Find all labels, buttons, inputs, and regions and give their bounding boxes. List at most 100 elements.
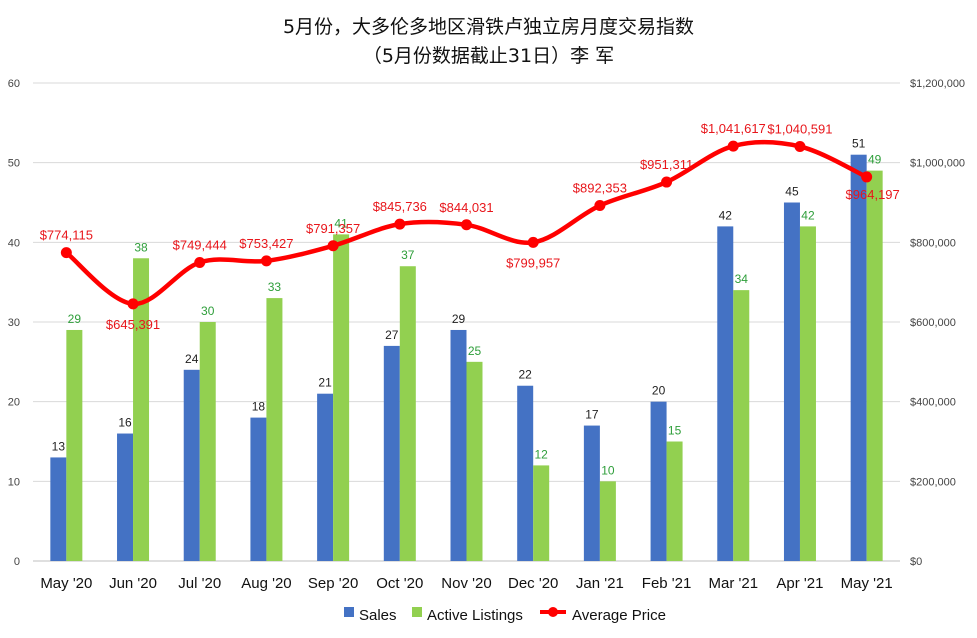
sales-bar <box>183 369 200 561</box>
x-axis-tick: May '20 <box>40 575 92 592</box>
sales-bar <box>717 226 734 561</box>
active-listings-data-label: 15 <box>668 424 682 438</box>
average-price-point <box>394 218 406 230</box>
legend-swatch-sales <box>344 607 354 617</box>
average-price-point <box>861 171 873 183</box>
sales-bar <box>50 457 67 561</box>
sales-data-label: 13 <box>52 439 66 453</box>
legend-label-average-price: Average Price <box>572 607 666 624</box>
x-axis-tick: Oct '20 <box>376 575 423 592</box>
sales-data-label: 18 <box>252 400 266 414</box>
active-listings-data-label: 25 <box>468 344 482 358</box>
active-listings-data-label: 34 <box>735 272 749 286</box>
average-price-point <box>60 247 72 259</box>
average-price-point <box>727 140 739 152</box>
active-listings-bar <box>733 290 750 561</box>
sales-bar <box>450 329 467 561</box>
average-price-point <box>327 240 339 252</box>
average-price-data-label: $774,115 <box>40 228 93 243</box>
left-axis-tick: 10 <box>8 476 20 488</box>
active-listings-bar <box>599 481 616 561</box>
legend: Sales Active Listings Average Price <box>344 607 666 624</box>
left-axis: 0 10 20 30 40 50 60 <box>8 78 20 568</box>
active-listings-data-label: 38 <box>134 240 148 254</box>
active-listings-bar <box>866 170 883 561</box>
active-listings-bar <box>333 234 350 561</box>
sales-data-label: 17 <box>585 408 599 422</box>
average-price-data-label: $791,357 <box>306 221 360 236</box>
grid-lines <box>33 82 900 562</box>
average-price-point <box>461 219 472 231</box>
x-axis-tick: Jun '20 <box>109 575 157 592</box>
sales-data-label: 20 <box>652 384 666 398</box>
average-price-data-label: $1,040,591 <box>767 121 832 136</box>
sales-data-label: 45 <box>785 185 799 199</box>
right-axis-tick: $200,000 <box>910 476 956 488</box>
average-price-data-label: $753,427 <box>239 236 293 251</box>
sales-bar <box>650 401 667 561</box>
active-listings-data-label: 12 <box>535 447 549 461</box>
active-listings-bar <box>133 258 150 561</box>
sales-bar <box>583 425 600 561</box>
sales-data-label: 42 <box>719 208 733 222</box>
average-price-point <box>794 140 806 152</box>
average-price-data-label: $799,957 <box>506 255 560 270</box>
sales-data-label: 51 <box>852 137 866 151</box>
average-price-point <box>127 298 139 310</box>
average-price-point <box>527 236 539 248</box>
left-axis-tick: 30 <box>8 317 20 329</box>
x-axis-tick: Nov '20 <box>441 575 491 592</box>
sales-bar <box>117 433 134 561</box>
active-listings-data-label: 30 <box>201 304 215 318</box>
average-price-data-label: $1,041,617 <box>701 121 766 136</box>
active-listings-bar <box>799 226 816 561</box>
sales-bar <box>317 393 334 561</box>
average-price-data-label: $844,031 <box>439 200 493 215</box>
right-axis-tick: $0 <box>910 556 922 568</box>
active-listings-data-label: 10 <box>601 463 615 477</box>
sales-bar <box>517 385 534 561</box>
sales-data-label: 24 <box>185 352 199 366</box>
sales-data-label: 16 <box>118 416 132 430</box>
x-axis-tick: Apr '21 <box>776 575 823 592</box>
active-listings-bar <box>266 298 283 561</box>
active-listings-data-label: 42 <box>801 208 815 222</box>
x-axis-tick: Mar '21 <box>708 575 758 592</box>
sales-bar <box>383 345 400 561</box>
bars <box>50 154 883 561</box>
price-line <box>60 139 873 310</box>
right-axis-tick: $400,000 <box>910 397 956 409</box>
data-labels: 1316241821272922172042455129383033413725… <box>40 121 900 477</box>
sales-data-label: 22 <box>519 368 533 382</box>
active-listings-bar <box>66 329 83 561</box>
active-listings-bar <box>199 322 216 561</box>
x-axis-tick: Dec '20 <box>508 575 558 592</box>
active-listings-data-label: 37 <box>401 248 415 262</box>
average-price-point <box>194 256 206 268</box>
x-axis-tick: Sep '20 <box>308 575 358 592</box>
active-listings-bar <box>399 266 416 561</box>
left-axis-tick: 40 <box>8 237 20 249</box>
right-axis-tick: $800,000 <box>910 237 956 249</box>
sales-data-label: 27 <box>385 328 399 342</box>
legend-swatch-active-listings <box>412 607 422 617</box>
right-axis-tick: $1,000,000 <box>910 158 965 170</box>
sales-bar <box>783 202 800 561</box>
active-listings-data-label: 29 <box>68 312 82 326</box>
right-axis-tick: $600,000 <box>910 317 956 329</box>
active-listings-data-label: 49 <box>868 153 882 167</box>
average-price-point <box>594 200 606 212</box>
active-listings-bar <box>466 361 483 561</box>
active-listings-bar <box>666 441 683 561</box>
average-price-data-label: $845,736 <box>373 199 427 214</box>
sales-data-label: 29 <box>452 312 466 326</box>
x-axis-tick: May '21 <box>841 575 893 592</box>
average-price-data-label: $951,311 <box>640 157 693 172</box>
sales-bar <box>850 154 867 561</box>
sales-bar <box>250 417 267 561</box>
left-axis-tick: 50 <box>8 158 20 170</box>
left-axis-tick: 0 <box>14 556 20 568</box>
x-axis-tick: Feb '21 <box>642 575 692 592</box>
